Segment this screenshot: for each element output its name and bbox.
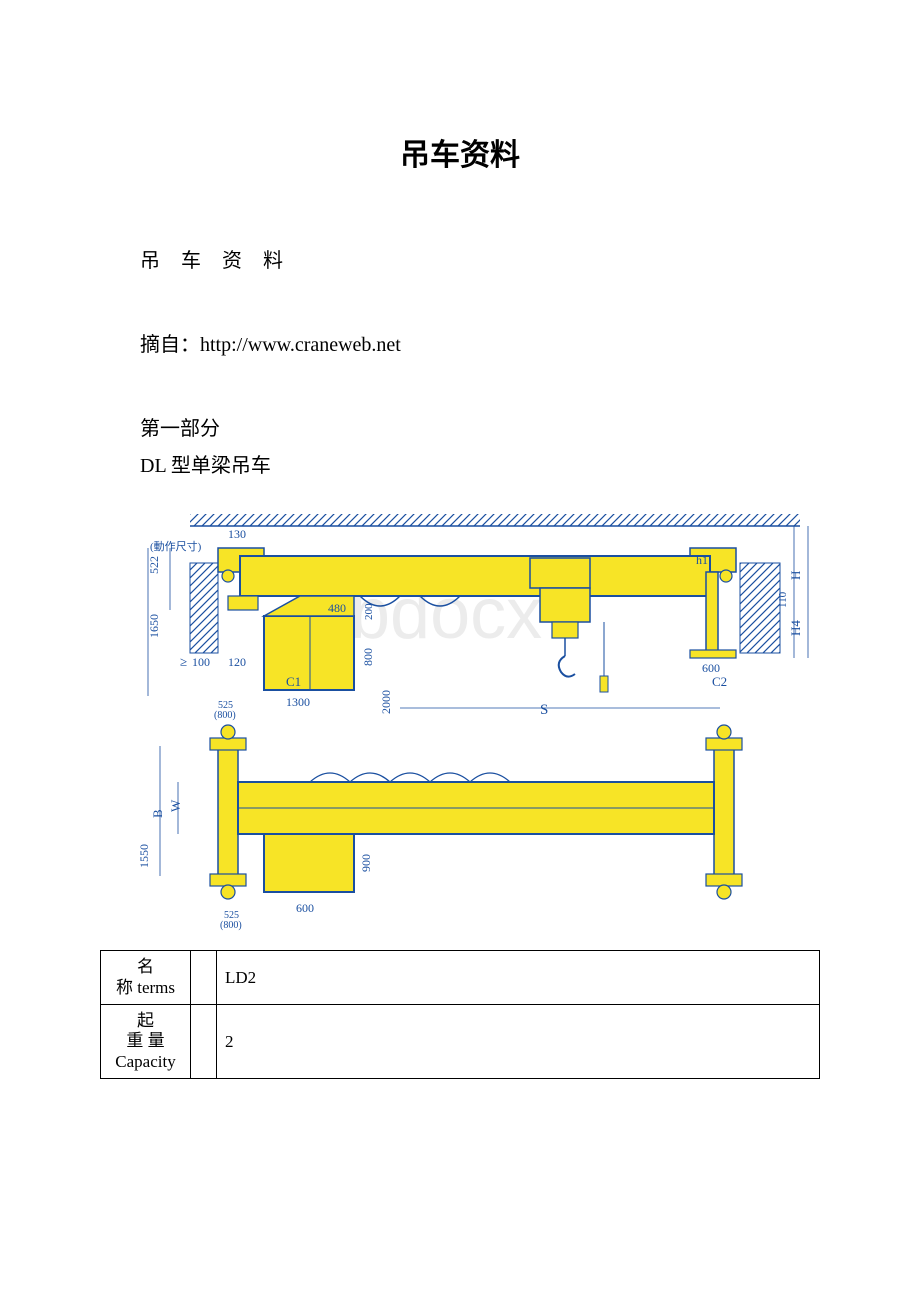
svg-text:H4: H4 xyxy=(788,620,803,636)
svg-text:1550: 1550 xyxy=(137,844,151,868)
crane-svg: bdocx xyxy=(100,508,820,938)
page-title: 吊车资料 xyxy=(100,130,820,174)
svg-text:600: 600 xyxy=(702,661,720,675)
svg-text:130: 130 xyxy=(228,527,246,541)
svg-text:200: 200 xyxy=(363,603,375,620)
row1-label: 名 称 terms xyxy=(101,951,191,1005)
svg-text:S: S xyxy=(540,702,548,718)
svg-text:600: 600 xyxy=(296,901,314,915)
crane-diagram: bdocx xyxy=(100,508,820,938)
svg-text:(動作尺寸): (動作尺寸) xyxy=(150,539,202,553)
svg-text:C1: C1 xyxy=(286,674,301,689)
source-url: http://www.craneweb.net xyxy=(200,334,401,356)
svg-text:900: 900 xyxy=(359,854,373,872)
row2-value: 2 xyxy=(217,1005,820,1079)
svg-text:H: H xyxy=(788,571,803,580)
row1-value: LD2 xyxy=(217,951,820,1005)
svg-text:2000: 2000 xyxy=(379,690,393,714)
svg-text:110: 110 xyxy=(777,591,789,608)
row1-spacer xyxy=(191,951,217,1005)
svg-text:1300: 1300 xyxy=(286,695,310,709)
svg-text:100: 100 xyxy=(192,655,210,669)
spec-table: 名 称 terms LD2 起 重 量 Capacity 2 xyxy=(100,950,820,1079)
source-prefix: 摘自： xyxy=(140,334,200,356)
row2-label: 起 重 量 Capacity xyxy=(101,1005,191,1079)
source-line: 摘自：http://www.craneweb.net xyxy=(140,328,820,357)
table-row: 名 称 terms LD2 xyxy=(101,951,820,1005)
svg-text:C2: C2 xyxy=(712,674,727,689)
svg-text:800: 800 xyxy=(361,648,375,666)
svg-text:480: 480 xyxy=(328,601,346,615)
row2-spacer xyxy=(191,1005,217,1079)
svg-text:1650: 1650 xyxy=(147,614,161,638)
model-line: DL 型单梁吊车 xyxy=(140,449,820,478)
svg-text:h1: h1 xyxy=(696,553,708,567)
svg-text:120: 120 xyxy=(228,655,246,669)
table-row: 起 重 量 Capacity 2 xyxy=(101,1005,820,1079)
svg-text:522: 522 xyxy=(147,556,161,574)
svg-text:B: B xyxy=(150,809,165,818)
section-header: 第一部分 xyxy=(140,412,820,441)
svg-text:(800): (800) xyxy=(220,920,242,931)
svg-text:W: W xyxy=(168,799,183,812)
svg-text:≥: ≥ xyxy=(180,654,187,669)
subtitle: 吊 车 资 料 xyxy=(140,244,820,273)
svg-text:(800): (800) xyxy=(214,710,236,721)
